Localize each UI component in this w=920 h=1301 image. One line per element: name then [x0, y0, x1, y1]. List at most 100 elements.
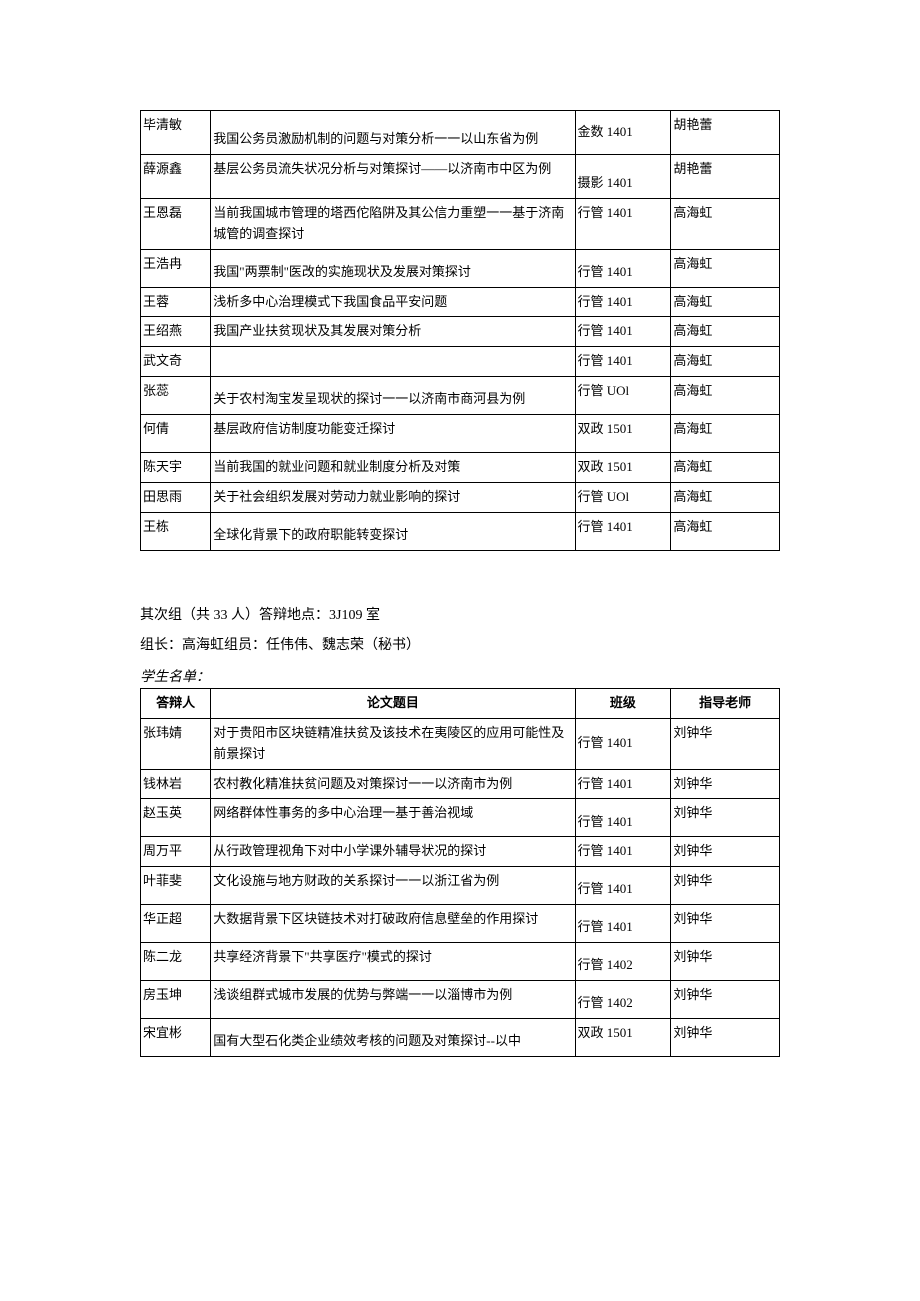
- cell-student-name: 张蕊: [141, 376, 211, 414]
- cell-student-name: 武文奇: [141, 347, 211, 377]
- cell-student-name: 薛源鑫: [141, 155, 211, 199]
- cell-thesis-title: 国有大型石化类企业绩效考核的问题及对策探讨--以中: [211, 1019, 575, 1057]
- table-row: 赵玉英网络群体性事务的多中心治理一基于善治视域行管 1401刘钟华: [141, 799, 780, 837]
- table-row: 陈天宇当前我国的就业问题和就业制度分析及对策双政 1501高海虹: [141, 452, 780, 482]
- cell-class: 行管 1402: [575, 943, 671, 981]
- defense-table-2: 答辩人 论文题目 班级 指导老师 张玮婧对于贵阳市区块链精准扶贫及该技术在夷陵区…: [140, 688, 780, 1057]
- cell-thesis-title: 当前我国城市管理的塔西佗陷阱及其公信力重塑一一基于济南城管的调查探讨: [211, 199, 575, 250]
- cell-thesis-title: 大数据背景下区块链技术对打破政府信息壁垒的作用探讨: [211, 905, 575, 943]
- cell-student-name: 何倩: [141, 414, 211, 452]
- cell-class: 行管 1401: [575, 799, 671, 837]
- group-info-line2: 组长：高海虹组员：任伟伟、魏志荣（秘书）: [140, 631, 780, 662]
- cell-class: 行管 1401: [575, 867, 671, 905]
- group-info-line1: 其次组（共 33 人）答辩地点：3J109 室: [140, 601, 780, 632]
- cell-student-name: 王蓉: [141, 287, 211, 317]
- table-row: 田思雨关于社会组织发展对劳动力就业影响的探讨行管 UOl高海虹: [141, 482, 780, 512]
- cell-thesis-title: 关于社会组织发展对劳动力就业影响的探讨: [211, 482, 575, 512]
- table-row: 房玉坤浅谈组群式城市发展的优势与弊端一一以淄博市为例行管 1402刘钟华: [141, 981, 780, 1019]
- cell-class: 行管 1401: [575, 347, 671, 377]
- cell-advisor: 高海虹: [671, 287, 780, 317]
- cell-class: 行管 1401: [575, 769, 671, 799]
- cell-student-name: 叶菲斐: [141, 867, 211, 905]
- table-row: 华正超大数据背景下区块链技术对打破政府信息壁垒的作用探讨行管 1401刘钟华: [141, 905, 780, 943]
- cell-advisor: 刘钟华: [671, 1019, 780, 1057]
- table-row: 薛源鑫基层公务员流失状况分析与对策探讨——以济南市中区为例摄影 1401胡艳蕾: [141, 155, 780, 199]
- cell-class: 行管 1401: [575, 837, 671, 867]
- cell-student-name: 周万平: [141, 837, 211, 867]
- cell-advisor: 高海虹: [671, 249, 780, 287]
- cell-class: 行管 1401: [575, 512, 671, 550]
- cell-thesis-title: 基层公务员流失状况分析与对策探讨——以济南市中区为例: [211, 155, 575, 199]
- table-row: 叶菲斐文化设施与地方财政的关系探讨一一以浙江省为例行管 1401刘钟华: [141, 867, 780, 905]
- cell-class: 双政 1501: [575, 452, 671, 482]
- cell-class: 摄影 1401: [575, 155, 671, 199]
- table-row: 王蓉浅析多中心治理模式下我国食品平安问题行管 1401高海虹: [141, 287, 780, 317]
- cell-class: 行管 UOl: [575, 482, 671, 512]
- cell-class: 双政 1501: [575, 414, 671, 452]
- table-row: 何倩基层政府信访制度功能变迁探讨双政 1501高海虹: [141, 414, 780, 452]
- table-row: 王栋全球化背景下的政府职能转变探讨行管 1401高海虹: [141, 512, 780, 550]
- cell-advisor: 高海虹: [671, 347, 780, 377]
- col-header-teacher: 指导老师: [671, 689, 780, 719]
- cell-advisor: 高海虹: [671, 452, 780, 482]
- cell-class: 双政 1501: [575, 1019, 671, 1057]
- cell-student-name: 陈二龙: [141, 943, 211, 981]
- cell-class: 行管 1402: [575, 981, 671, 1019]
- cell-advisor: 高海虹: [671, 482, 780, 512]
- cell-student-name: 田思雨: [141, 482, 211, 512]
- cell-thesis-title: 浅析多中心治理模式下我国食品平安问题: [211, 287, 575, 317]
- cell-student-name: 钱林岩: [141, 769, 211, 799]
- table-row: 王浩冉我国"两票制"医改的实施现状及发展对策探讨行管 1401高海虹: [141, 249, 780, 287]
- col-header-title: 论文题目: [211, 689, 575, 719]
- cell-student-name: 王绍燕: [141, 317, 211, 347]
- cell-thesis-title: 从行政管理视角下对中小学课外辅导状况的探讨: [211, 837, 575, 867]
- cell-thesis-title: 文化设施与地方财政的关系探讨一一以浙江省为例: [211, 867, 575, 905]
- cell-advisor: 高海虹: [671, 317, 780, 347]
- table-row: 张玮婧对于贵阳市区块链精准扶贫及该技术在夷陵区的应用可能性及前景探讨行管 140…: [141, 718, 780, 769]
- cell-thesis-title: 网络群体性事务的多中心治理一基于善治视域: [211, 799, 575, 837]
- cell-advisor: 刘钟华: [671, 867, 780, 905]
- cell-advisor: 高海虹: [671, 376, 780, 414]
- cell-thesis-title: 我国产业扶贫现状及其发展对策分析: [211, 317, 575, 347]
- cell-student-name: 华正超: [141, 905, 211, 943]
- cell-advisor: 刘钟华: [671, 799, 780, 837]
- cell-class: 行管 1401: [575, 718, 671, 769]
- cell-student-name: 房玉坤: [141, 981, 211, 1019]
- table-row: 王恩磊当前我国城市管理的塔西佗陷阱及其公信力重塑一一基于济南城管的调查探讨行管 …: [141, 199, 780, 250]
- cell-thesis-title: 共享经济背景下"共享医疗"模式的探讨: [211, 943, 575, 981]
- cell-student-name: 王恩磊: [141, 199, 211, 250]
- cell-thesis-title: 浅谈组群式城市发展的优势与弊端一一以淄博市为例: [211, 981, 575, 1019]
- cell-advisor: 刘钟华: [671, 905, 780, 943]
- table-row: 钱林岩农村教化精准扶贫问题及对策探讨一一以济南市为例行管 1401刘钟华: [141, 769, 780, 799]
- cell-class: 行管 1401: [575, 199, 671, 250]
- cell-thesis-title: 对于贵阳市区块链精准扶贫及该技术在夷陵区的应用可能性及前景探讨: [211, 718, 575, 769]
- table-row: 毕清敏我国公务员激励机制的问题与对策分析一一以山东省为例金数 1401胡艳蕾: [141, 111, 780, 155]
- cell-advisor: 刘钟华: [671, 769, 780, 799]
- col-header-name: 答辩人: [141, 689, 211, 719]
- cell-advisor: 刘钟华: [671, 943, 780, 981]
- cell-thesis-title: 农村教化精准扶贫问题及对策探讨一一以济南市为例: [211, 769, 575, 799]
- cell-thesis-title: 基层政府信访制度功能变迁探讨: [211, 414, 575, 452]
- cell-thesis-title: [211, 347, 575, 377]
- cell-advisor: 胡艳蕾: [671, 155, 780, 199]
- cell-student-name: 宋宜彬: [141, 1019, 211, 1057]
- col-header-class: 班级: [575, 689, 671, 719]
- table-row: 王绍燕我国产业扶贫现状及其发展对策分析行管 1401高海虹: [141, 317, 780, 347]
- cell-student-name: 王栋: [141, 512, 211, 550]
- cell-student-name: 张玮婧: [141, 718, 211, 769]
- cell-class: 行管 1401: [575, 249, 671, 287]
- cell-thesis-title: 全球化背景下的政府职能转变探讨: [211, 512, 575, 550]
- cell-thesis-title: 关于农村淘宝发呈现状的探讨一一以济南市商河县为例: [211, 376, 575, 414]
- cell-advisor: 高海虹: [671, 414, 780, 452]
- cell-thesis-title: 当前我国的就业问题和就业制度分析及对策: [211, 452, 575, 482]
- table-row: 周万平从行政管理视角下对中小学课外辅导状况的探讨行管 1401刘钟华: [141, 837, 780, 867]
- cell-student-name: 毕清敏: [141, 111, 211, 155]
- table-row: 陈二龙共享经济背景下"共享医疗"模式的探讨行管 1402刘钟华: [141, 943, 780, 981]
- cell-advisor: 刘钟华: [671, 837, 780, 867]
- cell-class: 行管 UOl: [575, 376, 671, 414]
- cell-student-name: 赵玉英: [141, 799, 211, 837]
- table-row: 武文奇 行管 1401高海虹: [141, 347, 780, 377]
- cell-student-name: 陈天宇: [141, 452, 211, 482]
- cell-class: 行管 1401: [575, 905, 671, 943]
- cell-advisor: 刘钟华: [671, 981, 780, 1019]
